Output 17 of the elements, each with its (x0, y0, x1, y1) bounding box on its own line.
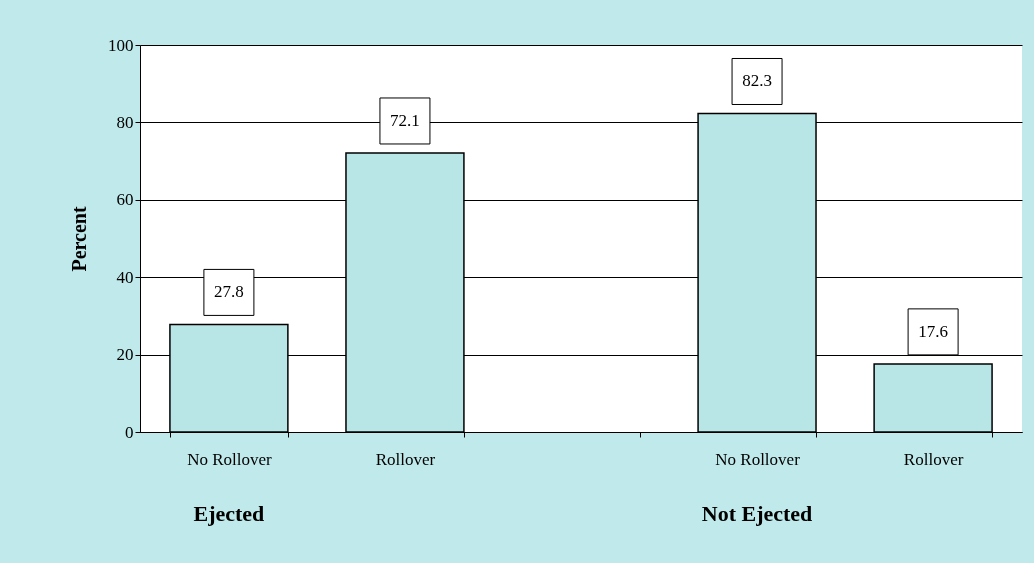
data-label: 72.1 (390, 110, 420, 130)
y-tick-label: 40 (116, 267, 134, 287)
data-label: 17.6 (918, 321, 948, 341)
text: Not Ejected (701, 501, 813, 526)
y-axis-title: Percent (68, 206, 90, 272)
y-tick-label: 0 (125, 422, 134, 442)
y-tick-label: 60 (116, 190, 134, 210)
data-label: 82.3 (742, 71, 772, 91)
data-label: 27.8 (214, 282, 244, 302)
y-tick-label: 100 (108, 35, 134, 55)
x-tick-label: Rollover (375, 449, 436, 469)
y-tick-label: 80 (116, 112, 134, 132)
x-tick-label: No Rollover (715, 449, 801, 469)
x-tick-label: No Rollover (187, 449, 272, 469)
x-tick-label: Rollover (903, 449, 964, 469)
text: Ejected (193, 501, 265, 526)
y-tick-label: 20 (116, 345, 134, 365)
